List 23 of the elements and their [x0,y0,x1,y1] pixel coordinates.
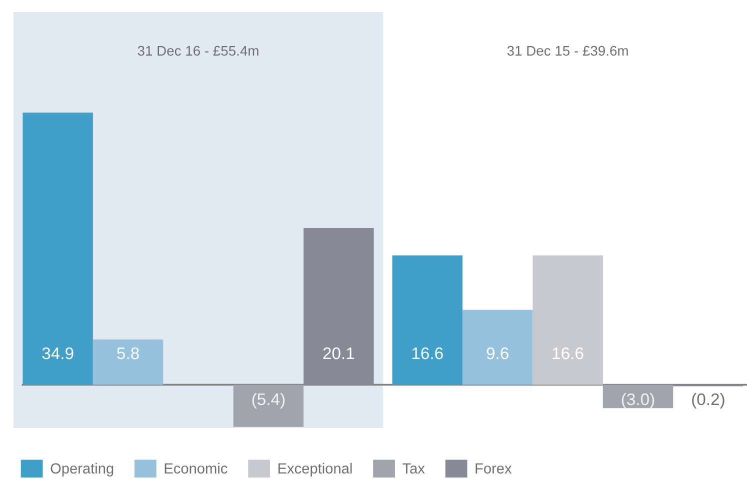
data-label: 34.9 [42,347,74,360]
data-label: 9.6 [486,347,508,360]
legend-label: Economic [164,462,228,474]
data-label: (5.4) [252,392,285,408]
bar [462,310,533,385]
legend-label: Exceptional [278,462,352,476]
data-label: (3.0) [622,392,654,408]
bar [233,384,304,427]
bar [92,340,164,385]
bar [392,255,462,385]
legend-label: Operating [50,462,114,476]
data-label: 16.6 [412,347,443,360]
legend-label: Forex [476,463,512,474]
x-tick-label: 31 Dec 15 - £39.6m [507,46,628,56]
data-label: 5.8 [117,347,139,360]
data-label: (0.2) [692,392,724,408]
data-label: 20.1 [323,347,354,360]
bar [22,112,93,385]
legend-label: Tax [402,463,425,474]
bar [304,228,374,385]
bar [532,255,603,385]
x-tick-label: 31 Dec 16 - £55.4m [138,46,258,56]
bar [602,384,674,408]
